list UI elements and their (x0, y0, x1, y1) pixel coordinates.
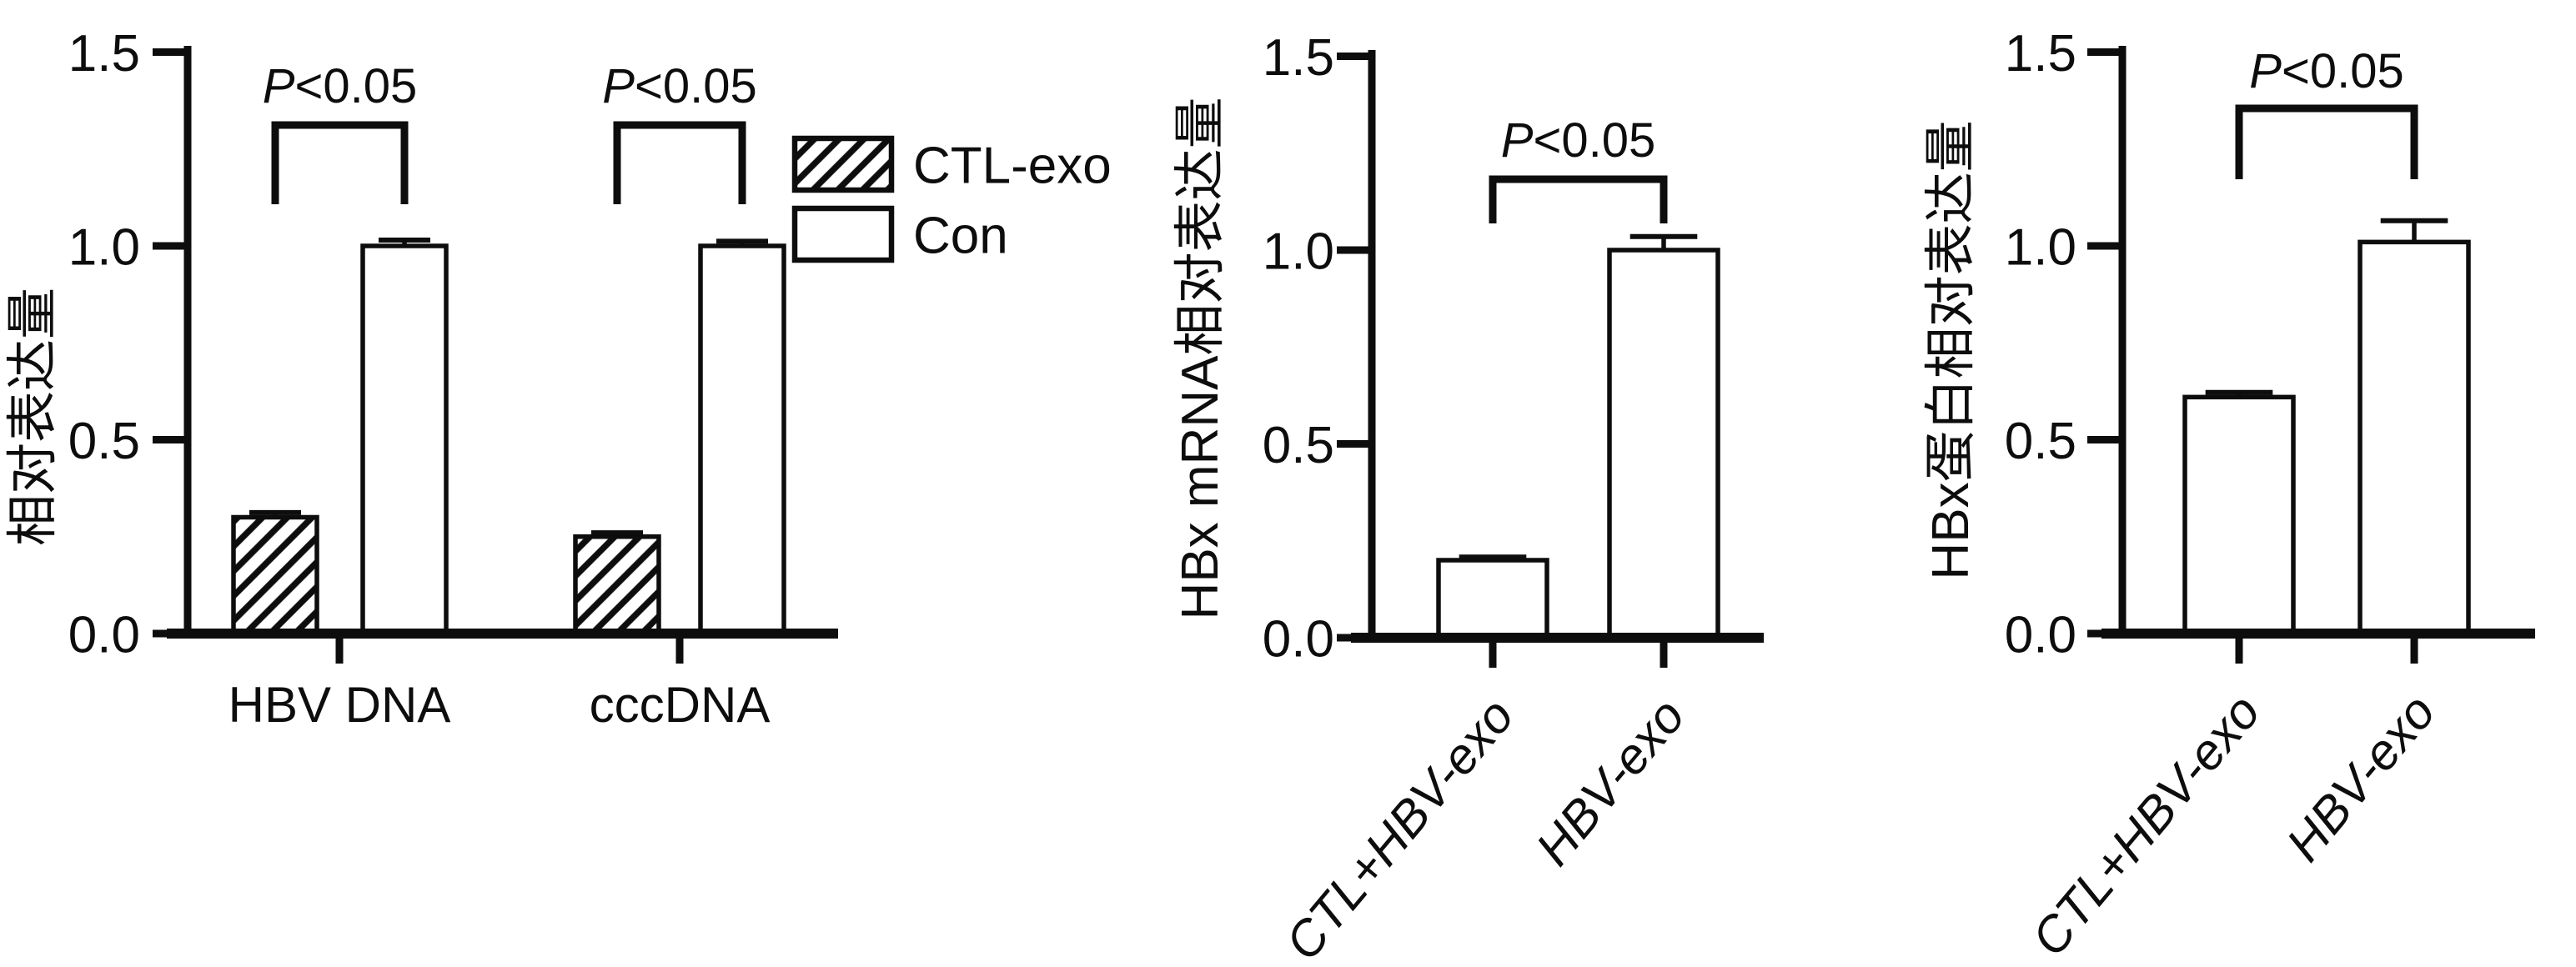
legend-swatch (791, 135, 895, 193)
significance-label: P<0.05 (602, 59, 756, 113)
y-tick-label: 0.0 (1263, 610, 1334, 668)
significance-bracket (2235, 104, 2418, 179)
chart-hbx-protein: 0.0 0.5 1.0 1.5 CTL+HBV-exo HBV-exo HBx蛋白相对表达量… (1922, 25, 2535, 966)
y-axis-title: HBx蛋白相对表达量 (1922, 120, 1980, 579)
legend-label: Con (913, 207, 1008, 264)
significance-label: P<0.05 (2249, 44, 2403, 98)
y-tick-label: 0.0 (2005, 606, 2076, 664)
bar (231, 514, 319, 636)
y-tick-label: 0.0 (68, 606, 140, 664)
significance-label: P<0.05 (1501, 113, 1655, 168)
bar (2358, 239, 2471, 636)
significance-bracket (1489, 175, 1668, 223)
legend-label: CTL-exo (913, 137, 1112, 194)
y-tick-label: 0.5 (2005, 413, 2076, 470)
y-tick-label: 1.0 (68, 218, 140, 276)
y-axis-title: 相对表达量 (4, 288, 62, 546)
significance-bracket (613, 121, 746, 204)
y-tick-label: 1.0 (2005, 218, 2076, 276)
bar (698, 243, 786, 636)
category-label: HBV DNA (228, 677, 451, 733)
bar (573, 534, 661, 636)
chart-relative-expression: 0.0 0.5 1.0 1.5 HBV DNA cccDNA 相对表达量 P<0.05 P<0.… (4, 25, 1112, 733)
significance-bracket (271, 121, 409, 204)
category-label: HBV-exo (2276, 684, 2446, 871)
category-label: CTL+HBV-exo (2021, 684, 2271, 966)
chart-hbx-mrna: 0.0 0.5 1.0 1.5 CTL+HBV-exo HBV-exo HBx mRNA相对… (1172, 29, 1764, 967)
y-tick-label: 0.5 (68, 413, 140, 470)
category-label: HBV-exo (1525, 688, 1695, 875)
y-tick-label: 1.0 (1263, 223, 1334, 280)
y-axis-title: HBx mRNA相对表达量 (1172, 98, 1229, 620)
legend-swatch (791, 205, 895, 263)
y-tick-label: 1.5 (68, 25, 140, 83)
bar (2182, 394, 2296, 636)
bar (1607, 248, 1720, 640)
y-tick-label: 1.5 (2005, 25, 2076, 83)
bar (360, 243, 449, 636)
category-label: cccDNA (590, 677, 771, 733)
significance-label: P<0.05 (263, 59, 417, 113)
y-tick-label: 0.5 (1263, 417, 1334, 474)
y-tick-label: 1.5 (1263, 29, 1334, 87)
bar (1436, 558, 1549, 640)
category-label: CTL+HBV-exo (1274, 688, 1524, 967)
